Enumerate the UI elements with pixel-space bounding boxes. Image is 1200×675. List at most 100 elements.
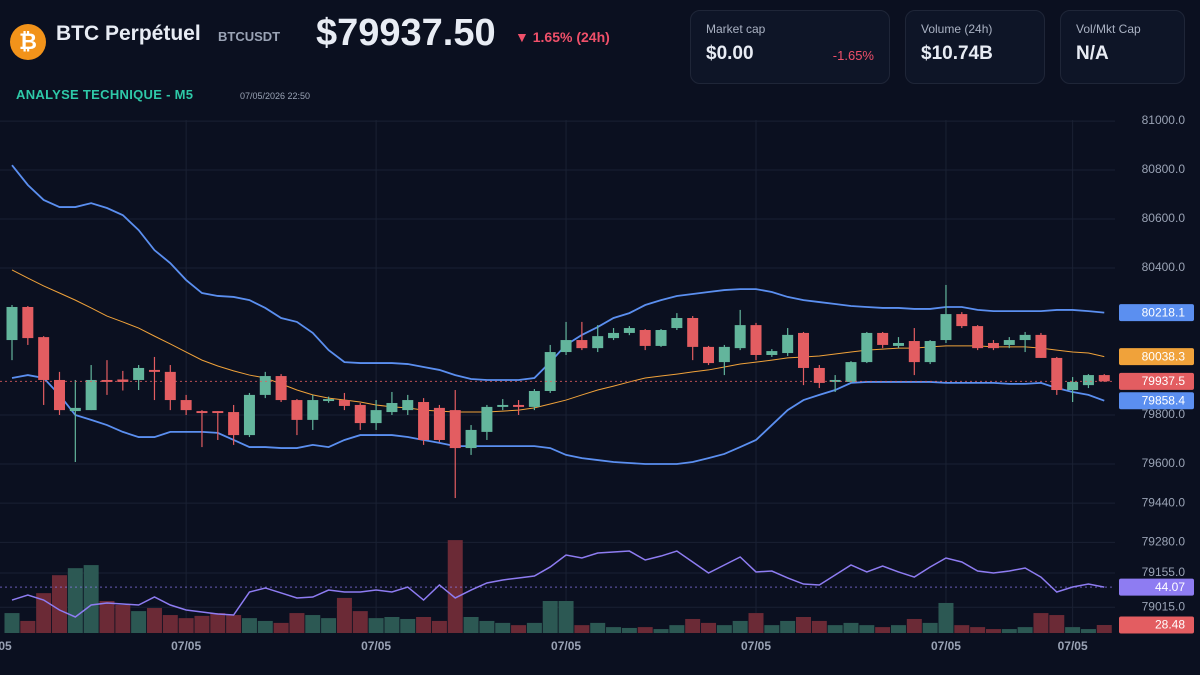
candle-body [972,326,984,349]
volume-bar [416,617,432,633]
y-tick-label: 79440.0 [1142,495,1186,509]
volume-bar [1033,613,1049,633]
card-value: N/A [1076,43,1109,64]
volume-bar [1096,625,1112,633]
coin-icon: ₿ [10,24,46,60]
volume-bar [938,602,954,633]
candle-body [275,376,287,401]
volume-bar [321,618,337,633]
card-value: $10.74B [921,43,993,64]
volume-bar [985,629,1001,633]
candle-body [53,379,65,411]
card-value: $0.00 [706,43,754,64]
volume-bar [51,575,67,633]
value-tag [1119,616,1194,634]
volume-bar [273,622,289,633]
candle-body [513,404,525,407]
candle-body [1003,340,1015,345]
volume-bar [1065,627,1081,633]
volume-bar [542,601,558,633]
value-tag-label: 80218.1 [1142,305,1186,319]
price-change: ▼ 1.65% (24h) [515,29,610,45]
candle-body [212,411,224,414]
title: BTC Perpétuel [56,22,201,45]
candle-body [338,400,350,406]
volume-bar [210,613,226,633]
candle-body [164,371,176,401]
y-tick-label: 79600.0 [1142,456,1186,470]
volume-bar [811,620,827,633]
volume-bar [637,627,653,633]
card-label: Volume (24h) [921,22,993,36]
candle-body [307,400,319,420]
value-tag-label: 80038.3 [1142,349,1186,363]
rsi-line [11,550,1105,618]
candle-body [323,399,335,402]
candle-body [782,334,794,354]
card: Vol/Mkt Cap N/A [1060,10,1185,84]
y-tick-label: 79800.0 [1142,407,1186,421]
volume-bar [146,608,162,633]
value-tag [1119,578,1194,596]
volume-bar [1001,629,1017,633]
value-tag [1119,348,1194,366]
volume-bar [574,625,590,633]
candle-body [544,352,556,391]
card-change: -1.65% [832,48,874,63]
volume-bar [890,625,906,633]
volume-bar [621,627,637,633]
volume-bar [241,618,257,633]
volume-bar [20,620,36,633]
volume-bar [922,622,938,633]
volume-bar [67,568,83,633]
y-tick-label: 81000.0 [1142,113,1186,127]
overlay-line [11,269,1105,413]
candle-body [655,330,667,346]
candle-body [892,342,904,346]
x-tick-label: 07/05 [361,639,391,653]
y-tick-label: 79280.0 [1142,535,1186,549]
candle-body [608,332,620,339]
overlay-line [11,374,1105,465]
volume-bar [226,615,242,633]
volume-bar [653,629,669,633]
candle-body [370,410,382,424]
value-tag-label: 79858.4 [1142,393,1186,407]
card-label: Market cap [706,22,766,36]
candle-body [766,351,778,355]
volume-bar [906,618,922,633]
candle-body [243,394,255,436]
candle-body [418,402,430,440]
x-tick-label: 07/05 [551,639,581,653]
volume-bar [954,625,970,633]
value-tag [1119,372,1194,390]
candle-body [1082,375,1094,386]
candle-body [560,340,572,353]
candle-body [196,411,208,414]
symbol: BTCUSDT [218,29,281,44]
candle-body [1035,334,1047,358]
y-tick-label: 80600.0 [1142,211,1186,225]
candle-body [639,330,651,346]
x-tick-label: 05 [0,639,12,653]
y-tick-label: 80400.0 [1142,260,1186,274]
candle-body [1019,334,1031,341]
volume-bar [178,618,194,633]
volume-bar [590,622,606,633]
overlay-line [11,164,1105,381]
volume-bar [669,625,685,633]
candle-body [908,341,920,363]
candle-body [576,340,588,349]
volume-bar [463,617,479,633]
volume-bar [827,625,843,633]
candle-body [180,400,192,411]
candle-body [671,318,683,329]
volume-bar [606,627,622,633]
candle-body [1098,375,1110,382]
volume-bar [526,622,542,633]
volume-bar [384,617,400,633]
candle-body [1067,381,1079,391]
volume-bar [1017,627,1033,633]
candle-body [861,332,873,363]
